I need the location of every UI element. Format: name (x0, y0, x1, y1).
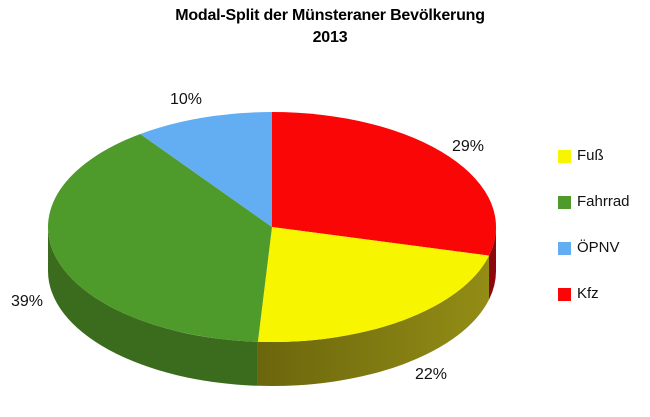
pie-side-fahrrad (47, 227, 258, 386)
pie-slice-oepnv (140, 112, 272, 227)
legend-swatch-icon (558, 195, 571, 209)
slice-label-fuss: 22% (414, 366, 448, 383)
legend-item-kfz: Kfz (558, 286, 630, 302)
legend-item-oepnv: ÖPNV (558, 240, 630, 256)
pie-slice-fuss (257, 227, 489, 343)
pie-side-kfz (489, 227, 497, 300)
chart-title: Modal-Split der Münsteraner Bevölkerung … (5, 5, 650, 49)
legend-swatch-icon (558, 287, 571, 301)
legend-label-oepnv: ÖPNV (577, 239, 620, 256)
slice-label-fahrrad: 39% (10, 293, 44, 310)
legend-swatch-icon (558, 241, 571, 255)
legend-item-fahrrad: Fahrrad (558, 194, 630, 210)
chart-title-line2: 2013 (312, 29, 348, 46)
pie-side-fuss (257, 255, 489, 387)
pie-slice-kfz (272, 112, 497, 256)
legend-swatch-icon (558, 149, 571, 163)
chart-title-line1: Modal-Split der Münsteraner Bevölkerung (175, 7, 485, 24)
slice-label-oepnv: 10% (169, 91, 203, 108)
legend-label-kfz: Kfz (577, 285, 599, 302)
legend-label-fuss: Fuß (577, 147, 604, 164)
pie-slice-fahrrad (47, 134, 272, 342)
legend-item-fuss: Fuß (558, 148, 630, 164)
legend: Fuß Fahrrad ÖPNV Kfz (558, 148, 630, 332)
legend-label-fahrrad: Fahrrad (577, 193, 630, 210)
slice-label-kfz: 29% (451, 138, 485, 155)
